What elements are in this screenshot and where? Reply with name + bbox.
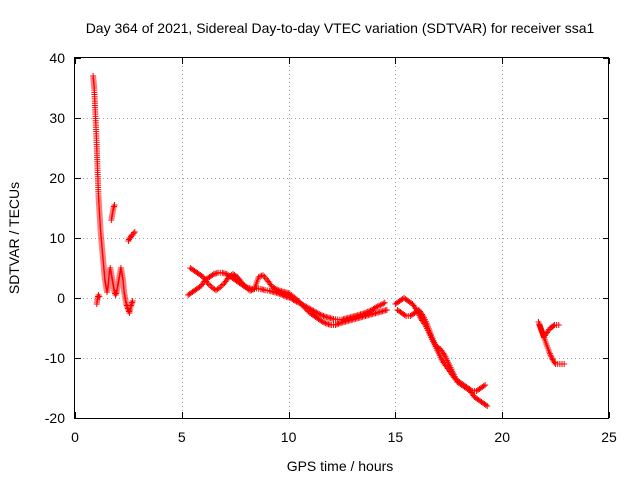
data-point-dense [319, 312, 326, 319]
x-tick-label: 15 [388, 429, 404, 445]
y-tick-label: 10 [49, 230, 65, 246]
data-point [381, 299, 388, 306]
y-tick-label: 30 [49, 110, 65, 126]
grid [75, 58, 609, 418]
x-tick-labels: 0 5 10 15 20 25 [71, 429, 617, 445]
data-point-dense [295, 298, 302, 305]
data-point-dense [110, 203, 117, 210]
data-point-dense [292, 295, 299, 302]
data-point [128, 301, 135, 307]
data-point [131, 229, 138, 235]
data-point [332, 322, 339, 328]
x-axis-title: GPS time / hours [287, 458, 394, 474]
data-point [111, 202, 118, 208]
x-tick-label: 25 [601, 429, 617, 445]
data-point [217, 284, 224, 291]
data-point-dense [366, 308, 373, 315]
x-tick-label: 0 [71, 429, 79, 445]
data-point [294, 296, 301, 303]
data-point [204, 280, 211, 286]
y-tick-label: 0 [57, 290, 65, 306]
data-point [317, 311, 324, 318]
data-point-dense [380, 300, 387, 307]
data-point-dense [275, 287, 282, 294]
data-point-dense [549, 355, 556, 362]
data-point [255, 274, 262, 280]
data-point-dense [335, 320, 342, 327]
data-point-dense [321, 319, 328, 326]
data-point [482, 382, 489, 388]
data-point-dense [480, 383, 487, 389]
data-point-dense [316, 311, 323, 317]
data-point-dense [258, 272, 265, 279]
data-point [383, 307, 390, 313]
data-point [302, 305, 309, 312]
data-point [561, 361, 568, 367]
y-tick-label: -10 [45, 350, 65, 366]
data-point [373, 304, 380, 310]
x-tick-label: 20 [494, 429, 510, 445]
plot-frame [74, 57, 609, 419]
x-tick-label: 5 [178, 429, 186, 445]
data-points [90, 73, 568, 409]
data-point-dense [334, 321, 341, 328]
data-point-dense [209, 272, 216, 278]
data-point [129, 298, 136, 304]
data-point-dense [248, 287, 255, 294]
data-point-dense [304, 307, 311, 314]
data-point-dense [374, 303, 381, 310]
y-axis-title: SDTVAR / TECUs [6, 182, 22, 294]
data-point-dense [322, 320, 329, 327]
data-point-dense [218, 282, 225, 289]
data-point-dense [401, 312, 408, 318]
y-tick-labels: -20 -10 0 10 20 30 40 [45, 50, 65, 426]
data-point-dense [296, 299, 303, 306]
data-point-dense [280, 292, 287, 299]
data-point [484, 403, 491, 409]
data-point [319, 319, 326, 325]
data-point [555, 322, 562, 328]
data-point-dense [282, 293, 289, 300]
data-point-dense [205, 281, 212, 288]
data-point-dense [550, 322, 557, 329]
data-point [247, 287, 254, 294]
data-point [112, 292, 119, 298]
data-point [130, 230, 137, 237]
y-tick-label: -20 [45, 410, 65, 426]
data-point-dense [274, 286, 281, 293]
data-point-dense [320, 313, 327, 319]
data-point [96, 293, 103, 300]
chart-title: Day 364 of 2021, Sidereal Day-to-day VTE… [86, 20, 595, 36]
y-tick-label: 20 [49, 170, 65, 186]
y-tick-label: 40 [49, 50, 65, 66]
data-point-dense [482, 402, 489, 408]
data-point-dense [376, 302, 383, 309]
data-point [548, 353, 555, 360]
data-point [272, 286, 279, 292]
x-tick-label: 10 [281, 429, 297, 445]
